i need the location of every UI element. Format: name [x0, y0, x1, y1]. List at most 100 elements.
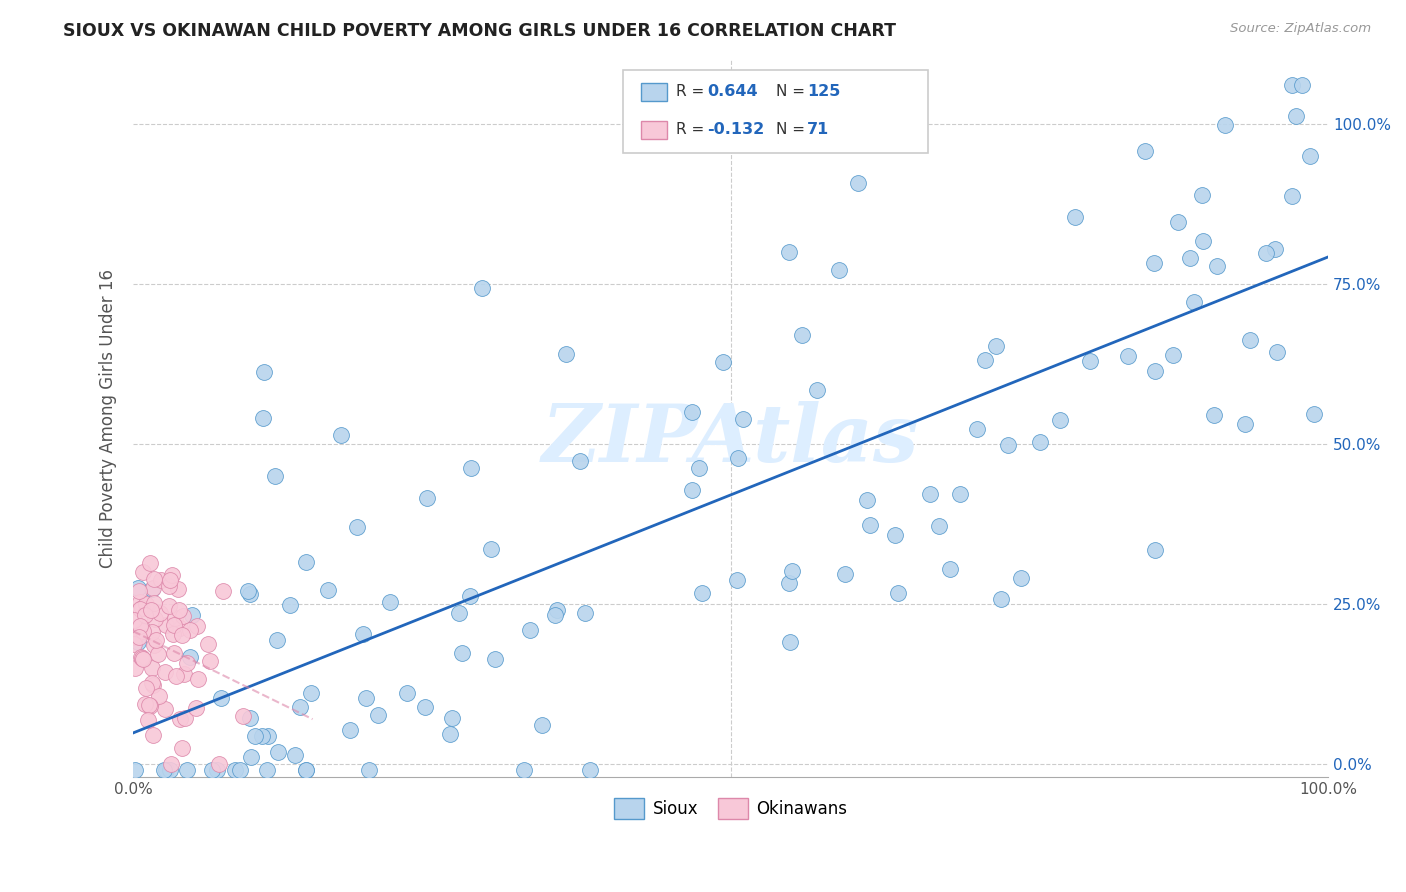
Point: [806, 384, 828, 398]
Point: [264, 468, 287, 483]
Point: [439, 727, 461, 741]
Point: [479, 542, 502, 557]
Text: Source: ZipAtlas.com: Source: ZipAtlas.com: [1230, 22, 1371, 36]
Point: [1180, 251, 1202, 265]
Point: [681, 405, 703, 419]
Point: [142, 678, 165, 692]
Point: [148, 689, 170, 703]
Point: [124, 661, 146, 675]
Point: [887, 586, 910, 600]
Point: [159, 764, 181, 778]
Point: [827, 263, 849, 277]
Point: [1204, 409, 1226, 423]
Point: [160, 567, 183, 582]
Point: [1239, 333, 1261, 347]
Point: [966, 422, 988, 436]
Point: [129, 601, 152, 615]
Point: [513, 764, 536, 778]
Point: [778, 575, 800, 590]
Point: [155, 617, 177, 632]
Y-axis label: Child Poverty Among Girls Under 16: Child Poverty Among Girls Under 16: [100, 268, 117, 567]
Point: [1264, 242, 1286, 256]
Point: [167, 602, 190, 616]
Point: [197, 637, 219, 651]
Point: [135, 681, 157, 695]
Point: [778, 244, 800, 259]
Point: [198, 654, 221, 668]
Point: [1167, 215, 1189, 229]
Point: [153, 665, 176, 680]
Point: [939, 562, 962, 576]
Point: [727, 451, 749, 466]
Point: [339, 723, 361, 738]
Point: [138, 556, 160, 570]
Point: [1302, 407, 1324, 421]
Point: [212, 584, 235, 599]
Point: [138, 698, 160, 712]
Point: [186, 619, 208, 633]
Point: [256, 763, 278, 777]
Point: [149, 606, 172, 620]
Point: [779, 635, 801, 649]
Point: [471, 281, 494, 295]
Point: [1049, 413, 1071, 427]
Point: [170, 628, 193, 642]
Point: [163, 646, 186, 660]
Point: [184, 701, 207, 715]
Point: [395, 686, 418, 700]
Point: [1143, 364, 1166, 378]
Point: [288, 699, 311, 714]
Point: [1299, 149, 1322, 163]
Point: [172, 609, 194, 624]
Point: [201, 764, 224, 778]
Point: [170, 740, 193, 755]
Point: [232, 708, 254, 723]
Point: [1133, 144, 1156, 158]
Point: [122, 614, 145, 628]
Point: [460, 460, 482, 475]
Point: [997, 438, 1019, 452]
Point: [132, 624, 155, 639]
Point: [128, 583, 150, 598]
Point: [834, 566, 856, 581]
Point: [155, 701, 177, 715]
Point: [780, 564, 803, 578]
Point: [239, 586, 262, 600]
Point: [149, 573, 172, 587]
Text: ZIPAtlas: ZIPAtlas: [543, 401, 920, 478]
Point: [690, 586, 713, 600]
Point: [682, 483, 704, 497]
Point: [266, 633, 288, 648]
Point: [330, 428, 353, 442]
Point: [211, 691, 233, 706]
Point: [484, 652, 506, 666]
Point: [413, 699, 436, 714]
Point: [1234, 417, 1257, 431]
Point: [224, 764, 246, 778]
Point: [134, 608, 156, 623]
Point: [458, 589, 481, 603]
FancyBboxPatch shape: [623, 70, 928, 153]
Point: [142, 728, 165, 742]
Point: [157, 579, 180, 593]
Point: [173, 666, 195, 681]
Point: [238, 583, 260, 598]
Point: [984, 338, 1007, 352]
Point: [122, 637, 145, 651]
Text: N =: N =: [776, 85, 810, 99]
Point: [519, 623, 541, 637]
Point: [139, 603, 162, 617]
Point: [146, 647, 169, 661]
Point: [367, 708, 389, 723]
Point: [1285, 109, 1308, 123]
Text: -0.132: -0.132: [707, 122, 763, 137]
Point: [284, 747, 307, 762]
Point: [295, 555, 318, 569]
Point: [447, 606, 470, 620]
Legend: Sioux, Okinawans: Sioux, Okinawans: [607, 791, 853, 826]
Point: [131, 649, 153, 664]
Point: [128, 630, 150, 644]
Point: [179, 650, 201, 665]
Point: [1078, 353, 1101, 368]
Point: [142, 638, 165, 652]
